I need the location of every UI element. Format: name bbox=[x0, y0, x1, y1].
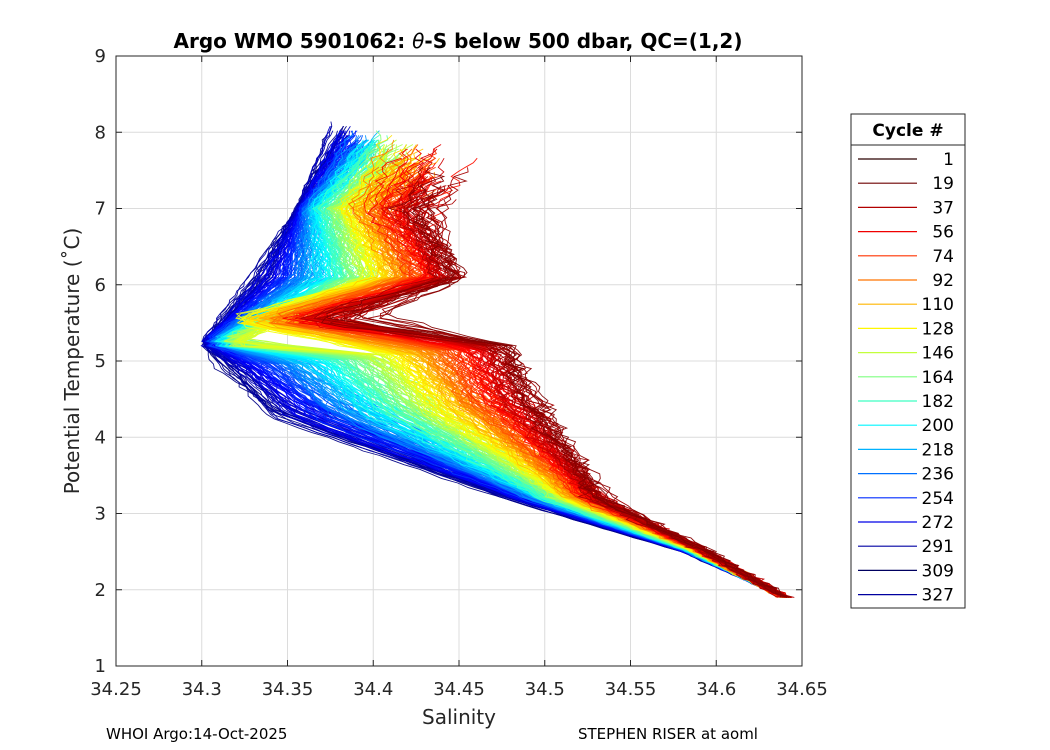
x-tick-label: 34.3 bbox=[182, 679, 222, 700]
legend-entry-218: 218 bbox=[858, 440, 954, 460]
footer-credit-date: WHOI Argo:14-Oct-2025 bbox=[106, 725, 288, 743]
legend-entry-110: 110 bbox=[858, 295, 954, 315]
profile-cycle-327 bbox=[326, 194, 781, 598]
y-tick-label: 7 bbox=[95, 199, 106, 220]
profile-cycle-153 bbox=[225, 144, 784, 598]
legend-label: 92 bbox=[932, 271, 954, 291]
legend-box bbox=[850, 113, 966, 609]
profile-cycle-314 bbox=[358, 181, 788, 598]
axis-ticks bbox=[115, 55, 803, 667]
legend-entry-164: 164 bbox=[858, 368, 954, 388]
legend-label: 128 bbox=[922, 319, 954, 339]
legend-label: 218 bbox=[922, 440, 954, 460]
x-axis-label: Salinity bbox=[422, 705, 496, 729]
legend-entry-128: 128 bbox=[858, 319, 954, 339]
legend-entry-19: 19 bbox=[858, 174, 954, 194]
legend-label: 236 bbox=[922, 465, 954, 485]
profile-cycle-132 bbox=[231, 144, 784, 598]
footer-credit-author: STEPHEN RISER at aoml bbox=[578, 725, 758, 743]
chart-title: Argo WMO 5901062: θ-S below 500 dbar, QC… bbox=[174, 29, 743, 53]
legend-label: 272 bbox=[922, 513, 954, 533]
profile-cycle-187 bbox=[223, 153, 787, 598]
y-tick-label: 5 bbox=[95, 351, 106, 372]
legend: Cycle # 1 19 37 56 74 92 110 128 146 164 182 200 218… bbox=[850, 113, 966, 609]
legend-label: 1 bbox=[943, 150, 954, 170]
legend-entry-291: 291 bbox=[858, 537, 954, 557]
legend-label: 19 bbox=[932, 174, 954, 194]
x-tick-label: 34.45 bbox=[433, 679, 485, 700]
legend-label: 56 bbox=[932, 223, 954, 243]
legend-label: 37 bbox=[932, 198, 954, 218]
x-tick-label: 34.65 bbox=[776, 679, 828, 700]
legend-entry-146: 146 bbox=[858, 344, 954, 364]
y-tick-labels: 1 2 3 4 5 6 7 8 9 bbox=[95, 46, 106, 677]
legend-label: 254 bbox=[922, 489, 954, 509]
legend-entry-92: 92 bbox=[858, 271, 954, 291]
legend-entry-254: 254 bbox=[858, 489, 954, 509]
profile-cycle-158 bbox=[227, 158, 789, 598]
legend-title: Cycle # bbox=[872, 121, 943, 141]
legend-entry-182: 182 bbox=[858, 392, 954, 412]
legend-entry-327: 327 bbox=[858, 586, 954, 606]
y-tick-label: 3 bbox=[95, 504, 106, 525]
legend-entry-200: 200 bbox=[858, 416, 954, 436]
x-tick-label: 34.4 bbox=[353, 679, 393, 700]
legend-entry-56: 56 bbox=[858, 223, 954, 243]
y-tick-label: 8 bbox=[95, 122, 106, 143]
legend-label: 200 bbox=[922, 416, 954, 436]
legend-label: 309 bbox=[922, 561, 954, 581]
legend-label: 110 bbox=[922, 295, 954, 315]
y-tick-label: 2 bbox=[95, 580, 106, 601]
legend-entry-236: 236 bbox=[858, 465, 954, 485]
legend-entry-309: 309 bbox=[858, 561, 954, 581]
legend-label: 164 bbox=[922, 368, 954, 388]
y-tick-label: 6 bbox=[95, 275, 106, 296]
y-tick-label: 4 bbox=[95, 427, 106, 448]
legend-label: 146 bbox=[922, 344, 954, 364]
plot-area bbox=[115, 55, 803, 667]
x-tick-label: 34.6 bbox=[696, 679, 736, 700]
legend-entry-37: 37 bbox=[858, 198, 954, 218]
x-tick-label: 34.35 bbox=[262, 679, 314, 700]
y-tick-label: 9 bbox=[95, 46, 106, 67]
profile-cycle-326 bbox=[386, 176, 788, 598]
legend-entry-74: 74 bbox=[858, 247, 954, 267]
legend-entry-1: 1 bbox=[858, 150, 954, 170]
legend-label: 182 bbox=[922, 392, 954, 412]
x-tick-label: 34.5 bbox=[525, 679, 565, 700]
legend-entries: 1 19 37 56 74 92 110 128 146 164 182 200 218 236 254 27… bbox=[858, 150, 954, 606]
profile-cycle-208 bbox=[246, 157, 786, 598]
legend-entry-272: 272 bbox=[858, 513, 954, 533]
y-axis-label: Potential Temperature (˚C) bbox=[60, 228, 84, 495]
y-tick-label: 1 bbox=[95, 656, 106, 677]
x-tick-label: 34.55 bbox=[605, 679, 657, 700]
legend-label: 327 bbox=[922, 586, 954, 606]
profile-cycle-323 bbox=[329, 189, 786, 598]
x-tick-labels: 34.25 34.3 34.35 34.4 34.45 34.5 34.55 34.6 34.6… bbox=[90, 679, 828, 700]
profile-lines bbox=[200, 121, 795, 598]
legend-label: 74 bbox=[932, 247, 954, 267]
legend-label: 291 bbox=[922, 537, 954, 557]
profile-cycle-244 bbox=[272, 139, 786, 598]
x-tick-label: 34.25 bbox=[90, 679, 142, 700]
